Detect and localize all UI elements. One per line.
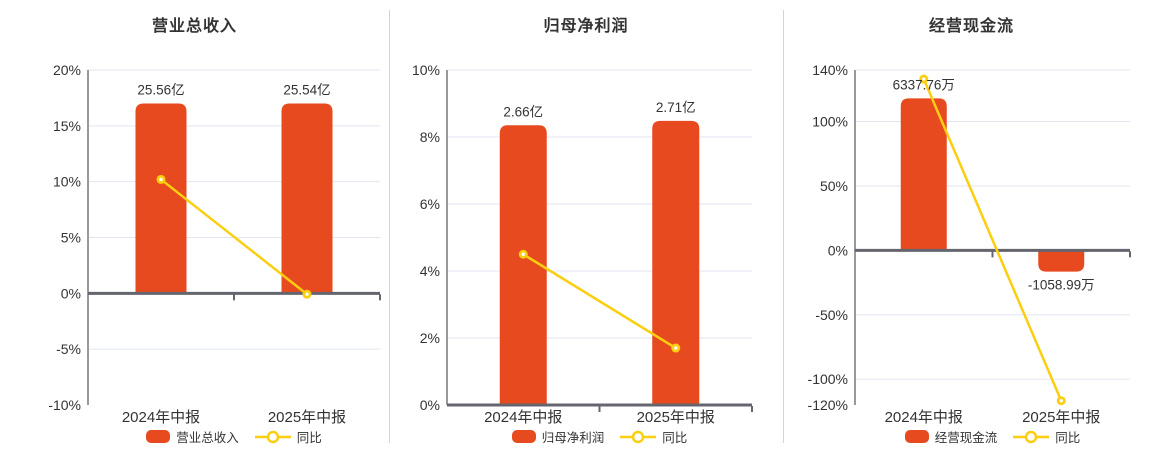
legend-item-bar: 营业总收入 (146, 427, 239, 446)
cash-flow-chart-legend: 经营现金流 同比 (855, 427, 1130, 446)
svg-text:100%: 100% (812, 114, 848, 130)
svg-text:2025年中报: 2025年中报 (637, 409, 715, 426)
svg-text:6337.76万: 6337.76万 (893, 77, 955, 92)
svg-text:-120%: -120% (808, 397, 848, 413)
svg-text:25.54亿: 25.54亿 (283, 83, 330, 98)
svg-text:-100%: -100% (808, 371, 848, 387)
svg-text:2024年中报: 2024年中报 (885, 409, 963, 426)
svg-text:-5%: -5% (56, 341, 81, 357)
cash-flow-chart-plot: 140% 100% 50% 0% -50% -100% -120% 6337.76万 -1058… (808, 62, 1131, 426)
svg-text:-10%: -10% (48, 397, 81, 413)
revenue-chart-legend: 营业总收入 同比 (88, 427, 380, 446)
svg-text:2%: 2% (420, 330, 440, 346)
revenue-chart-title: 营业总收入 (151, 18, 237, 35)
svg-text:5%: 5% (61, 230, 81, 246)
svg-text:10%: 10% (53, 174, 81, 190)
svg-text:4%: 4% (420, 263, 440, 279)
svg-text:6%: 6% (420, 196, 440, 212)
line-marker-icon (254, 430, 291, 443)
cash-flow-chart-title: 经营现金流 (928, 18, 1014, 35)
revenue-chart-plot: 20% 15% 10% 5% 0% -5% -10% 25.56亿 25.54亿 2024年中报 2… (48, 62, 381, 426)
line-marker-icon (620, 430, 657, 443)
svg-text:2024年中报: 2024年中报 (484, 409, 562, 426)
bar-swatch-icon (511, 430, 536, 443)
svg-text:2025年中报: 2025年中报 (268, 409, 346, 426)
legend-bar-label: 营业总收入 (176, 431, 239, 445)
svg-text:2.71亿: 2.71亿 (656, 100, 696, 115)
bar-swatch-icon (904, 430, 929, 443)
svg-text:-1058.99万: -1058.99万 (1028, 278, 1095, 293)
net-profit-chart-plot: 10% 8% 6% 4% 2% 0% 2.66亿 2.71亿 2024年中报 2025年中报 (412, 62, 753, 426)
bar-swatch-icon (146, 430, 171, 443)
svg-text:50%: 50% (820, 178, 848, 194)
revenue-chart-panel: 营业总收入 20% 15% 10% 5% 0% -5% -10% 25.56亿 25.54亿 20… (0, 0, 389, 450)
legend-item-line: 同比 (254, 427, 322, 446)
svg-text:2025年中报: 2025年中报 (1022, 409, 1100, 426)
panel-divider (783, 10, 784, 443)
legend-item-bar: 经营现金流 (904, 427, 998, 446)
svg-text:10%: 10% (412, 62, 440, 78)
net-profit-chart-title: 归母净利润 (543, 18, 629, 35)
legend-item-line: 同比 (1013, 427, 1080, 446)
legend-item-bar: 归母净利润 (511, 427, 605, 446)
legend-bar-label: 经营现金流 (934, 431, 998, 445)
svg-text:20%: 20% (53, 62, 81, 78)
net-profit-chart-panel: 归母净利润 10% 8% 6% 4% 2% 0% 2.66亿 2.71亿 2024年中报 2025… (389, 0, 783, 450)
svg-text:25.56亿: 25.56亿 (137, 83, 184, 98)
legend-item-line: 同比 (620, 427, 687, 446)
legend-bar-label: 归母净利润 (541, 431, 605, 445)
svg-text:0%: 0% (61, 285, 81, 301)
line-marker-icon (1013, 430, 1050, 443)
svg-text:2024年中报: 2024年中报 (122, 409, 200, 426)
svg-text:0%: 0% (420, 397, 440, 413)
net-profit-chart-legend: 归母净利润 同比 (447, 427, 752, 446)
svg-text:-50%: -50% (815, 307, 848, 323)
svg-text:8%: 8% (420, 129, 440, 145)
panel-divider (389, 10, 390, 443)
cash-flow-chart-panel: 经营现金流 140% 100% 50% 0% -50% -100% -120% 6337.76… (783, 0, 1160, 450)
svg-text:2.66亿: 2.66亿 (503, 104, 543, 119)
svg-text:0%: 0% (828, 242, 848, 258)
legend-line-label: 同比 (296, 431, 322, 445)
svg-text:15%: 15% (53, 118, 81, 134)
legend-line-label: 同比 (1055, 431, 1081, 445)
svg-text:140%: 140% (812, 62, 848, 78)
legend-line-label: 同比 (662, 431, 688, 445)
